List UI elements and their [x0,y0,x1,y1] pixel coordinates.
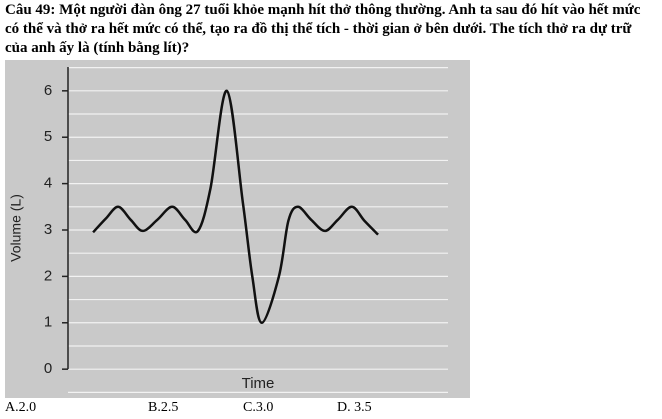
option[interactable]: C.3.0 [243,400,274,415]
y-tick-label: 2 [44,267,52,284]
volume-line [92,89,379,325]
y-axis-label: Volume (L) [8,194,24,262]
y-tick-label: 4 [44,175,52,192]
y-tick-label: 5 [44,128,52,145]
y-tick-label: 1 [44,314,52,331]
chart-background [5,60,470,398]
x-axis-label: Time [242,375,275,392]
option[interactable]: B.2.5 [148,400,179,415]
y-tick-label: 0 [44,360,52,377]
option[interactable]: D. 3.5 [337,400,372,415]
y-tick-label: 3 [44,221,52,238]
question: Câu 49: Một người đàn ông 27 tuổi khỏe m… [5,2,641,56]
option[interactable]: A.2.0 [5,400,37,415]
y-tick-label: 6 [44,82,52,99]
